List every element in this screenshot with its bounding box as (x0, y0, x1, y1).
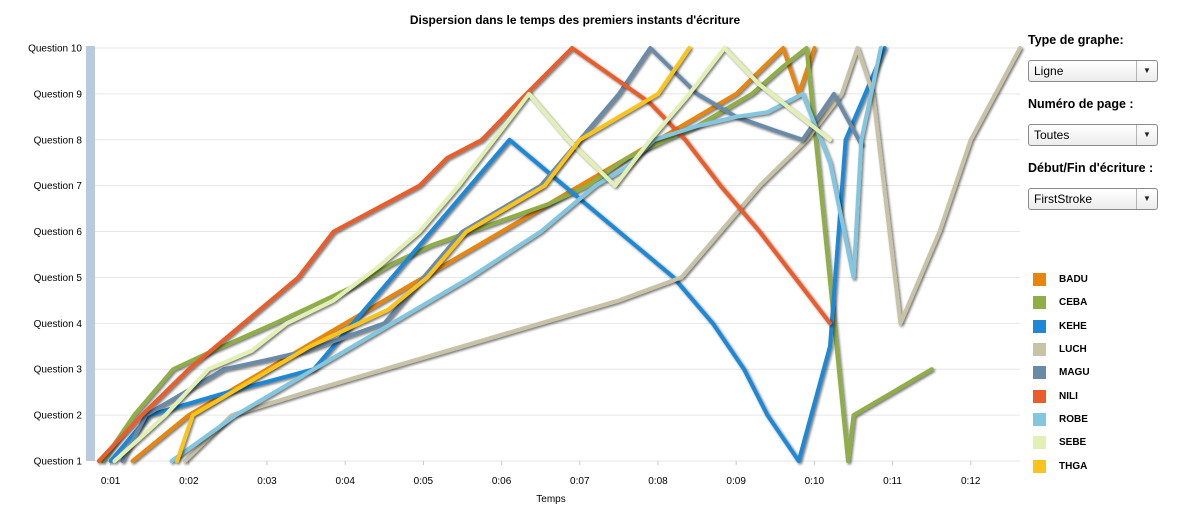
legend-swatch (1033, 459, 1046, 473)
y-tick-label: Question 3 (34, 365, 83, 376)
x-tick-label: 0:10 (805, 476, 825, 487)
legend-swatch (1033, 436, 1046, 450)
x-tick-label: 0:05 (414, 476, 434, 487)
chevron-down-icon: ▼ (1136, 189, 1157, 209)
writing-label: Début/Fin d'écriture : (1028, 161, 1154, 175)
y-tick-label: Question 9 (34, 89, 83, 100)
x-tick-labels: 0:01 0:02 0:03 0:04 0:05 0:06 0:07 0:08 0:09 0:10… (101, 461, 981, 487)
legend-label: BADU (1059, 274, 1088, 286)
page-number-label: Numéro de page : (1028, 97, 1134, 111)
y-axis-bar (86, 46, 95, 461)
series-line-nili[interactable] (96, 46, 832, 463)
x-tick-label: 0:06 (492, 476, 512, 487)
legend-item-badu[interactable]: BADU (1033, 268, 1173, 291)
series-line-robe[interactable] (169, 46, 883, 463)
legend-swatch (1033, 389, 1046, 403)
legend-item-kehe[interactable]: KEHE (1033, 315, 1173, 338)
side-panel: Type de graphe: Ligne ▼ Numéro de page :… (1028, 30, 1176, 222)
y-tick-label: Question 8 (34, 135, 83, 146)
x-tick-label: 0:02 (179, 476, 199, 487)
legend-item-sebe[interactable]: SEBE (1033, 431, 1173, 454)
legend-item-magu[interactable]: MAGU (1033, 361, 1173, 384)
legend-item-ceba[interactable]: CEBA (1033, 291, 1173, 314)
series-line-luch[interactable] (182, 46, 1022, 463)
y-tick-label: Question 4 (34, 319, 83, 330)
x-tick-label: 0:09 (726, 476, 746, 487)
series-line-ceba[interactable] (100, 46, 934, 463)
chart-title: Dispersion dans le temps des premiers in… (410, 13, 741, 27)
y-tick-label: Question 10 (28, 44, 82, 55)
legend-swatch (1033, 412, 1046, 426)
page-number-value: Toutes (1034, 128, 1070, 142)
y-tick-label: Question 7 (34, 181, 83, 192)
series-line-sebe[interactable] (112, 46, 832, 463)
x-tick-label: 0:01 (101, 476, 121, 487)
graph-type-label: Type de graphe: (1028, 33, 1124, 47)
legend-label: KEHE (1059, 320, 1087, 332)
legend-label: NILI (1059, 390, 1078, 402)
x-tick-label: 0:07 (570, 476, 590, 487)
legend-item-nili[interactable]: NILI (1033, 384, 1173, 407)
writing-value: FirstStroke (1034, 192, 1093, 206)
y-tick-label: Question 2 (34, 411, 83, 422)
series-line-thga[interactable] (175, 46, 692, 463)
x-tick-label: 0:11 (883, 476, 902, 487)
legend-label: CEBA (1059, 297, 1088, 309)
x-tick-label: 0:04 (335, 476, 355, 487)
y-tick-label: Question 5 (34, 273, 83, 284)
graph-type-select[interactable]: Ligne ▼ (1028, 60, 1158, 82)
legend-item-luch[interactable]: LUCH (1033, 338, 1173, 361)
legend-swatch (1033, 319, 1046, 333)
series-line-magu[interactable] (120, 46, 864, 463)
y-tick-label: Question 1 (34, 457, 83, 468)
legend-swatch (1033, 273, 1046, 287)
legend-item-robe[interactable]: ROBE (1033, 408, 1173, 431)
x-axis-title: Temps (536, 494, 565, 505)
chevron-down-icon: ▼ (1136, 61, 1157, 81)
legend-label: THGA (1059, 460, 1088, 472)
chevron-down-icon: ▼ (1136, 125, 1157, 145)
legend-label: LUCH (1059, 344, 1087, 356)
y-tick-label: Question 6 (34, 227, 83, 238)
page-number-select[interactable]: Toutes ▼ (1028, 124, 1158, 146)
series-line-badu[interactable] (130, 46, 817, 463)
graph-type-value: Ligne (1034, 64, 1064, 78)
y-tick-labels: Question 1 Question 2 Question 3 Question 4… (28, 44, 82, 468)
legend: BADU CEBA KEHE LUCH MAGU NILI ROBE SEBE THGA (1033, 268, 1173, 478)
writing-select[interactable]: FirstStroke ▼ (1028, 188, 1158, 210)
x-tick-label: 0:03 (257, 476, 277, 487)
legend-label: ROBE (1059, 413, 1088, 425)
x-tick-label: 0:08 (648, 476, 668, 487)
legend-swatch (1033, 296, 1046, 310)
series-layer (96, 46, 1022, 463)
x-tick-label: 0:12 (961, 476, 981, 487)
legend-swatch (1033, 343, 1046, 357)
legend-item-thga[interactable]: THGA (1033, 454, 1173, 477)
legend-label: MAGU (1059, 367, 1090, 379)
legend-label: SEBE (1059, 437, 1087, 449)
legend-swatch (1033, 366, 1046, 380)
